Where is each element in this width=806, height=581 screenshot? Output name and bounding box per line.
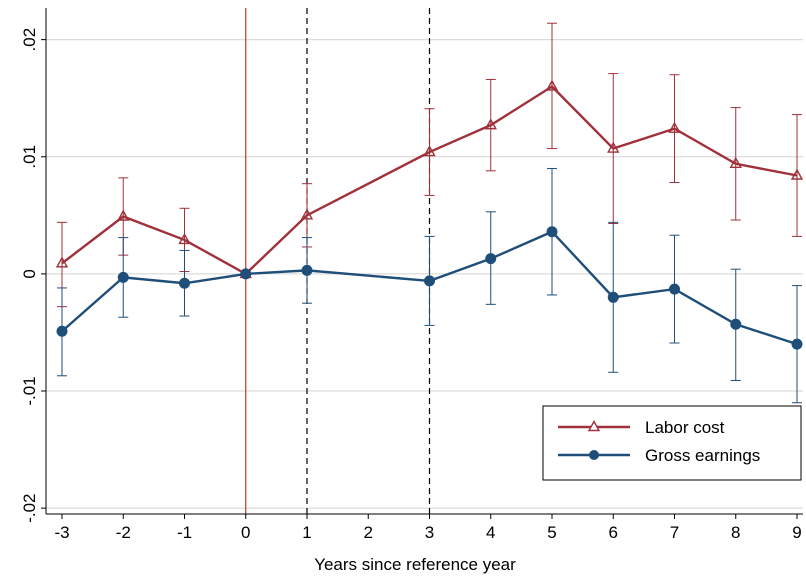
- data-point: [484, 118, 497, 130]
- series: [55, 22, 804, 404]
- legend-box: [542, 405, 802, 481]
- data-point: [300, 208, 314, 220]
- y-tick-label: -.02: [20, 493, 39, 522]
- legend-label: Labor cost: [645, 418, 725, 437]
- data-point: [729, 156, 742, 168]
- data-point: [423, 145, 436, 157]
- series-line: [61, 84, 798, 276]
- data-point: [55, 256, 69, 268]
- reference-lines: [245, 8, 431, 514]
- x-tick-label: -1: [177, 523, 192, 542]
- legend: Labor cost Gross earnings: [542, 405, 802, 481]
- axes: -.02 -.01 0 .01 .02 -3 -2 -1 0 1 2 3 4 5 6 7 8 9: [20, 8, 803, 542]
- y-tick-label: -.01: [20, 376, 39, 405]
- x-tick-label: 2: [364, 523, 373, 542]
- data-point: [668, 121, 681, 133]
- x-tick-label: 4: [486, 523, 495, 542]
- data-point: [545, 79, 559, 91]
- series-labor-cost: [55, 22, 804, 308]
- y-tick-label: .01: [20, 145, 39, 169]
- data-point: [546, 226, 558, 238]
- legend-label: Gross earnings: [645, 446, 760, 465]
- data-point: [56, 325, 68, 337]
- data-point: [424, 275, 435, 287]
- y-tick-label: .02: [20, 28, 39, 52]
- data-point: [730, 318, 742, 330]
- x-tick-label: -3: [54, 523, 69, 542]
- x-tick-label: 9: [792, 523, 801, 542]
- data-point: [791, 338, 803, 350]
- legend-marker: [587, 420, 601, 432]
- x-tick-label: 1: [302, 523, 311, 542]
- series-gross-earnings: [56, 167, 803, 404]
- x-tick-label: 0: [241, 523, 250, 542]
- data-point: [178, 232, 191, 245]
- data-point: [301, 264, 313, 276]
- y-tick-label: 0: [20, 269, 39, 278]
- data-point: [485, 253, 497, 265]
- x-tick-label: 6: [609, 523, 618, 542]
- data-point: [179, 277, 190, 289]
- x-tick-label: -2: [116, 523, 131, 542]
- data-point: [669, 283, 680, 295]
- data-point: [790, 168, 804, 180]
- data-point: [607, 141, 620, 153]
- legend-marker: [589, 450, 599, 460]
- data-point: [117, 209, 130, 221]
- data-point: [117, 271, 129, 283]
- x-axis-label: Years since reference year: [314, 555, 516, 574]
- x-tick-label: 7: [670, 523, 679, 542]
- series-line: [61, 230, 798, 346]
- x-tick-label: 8: [731, 523, 740, 542]
- x-tick-label: 3: [425, 523, 434, 542]
- x-tick-label: 5: [547, 523, 556, 542]
- data-point: [607, 291, 619, 303]
- grid-lines: [46, 39, 803, 509]
- data-point: [240, 268, 252, 280]
